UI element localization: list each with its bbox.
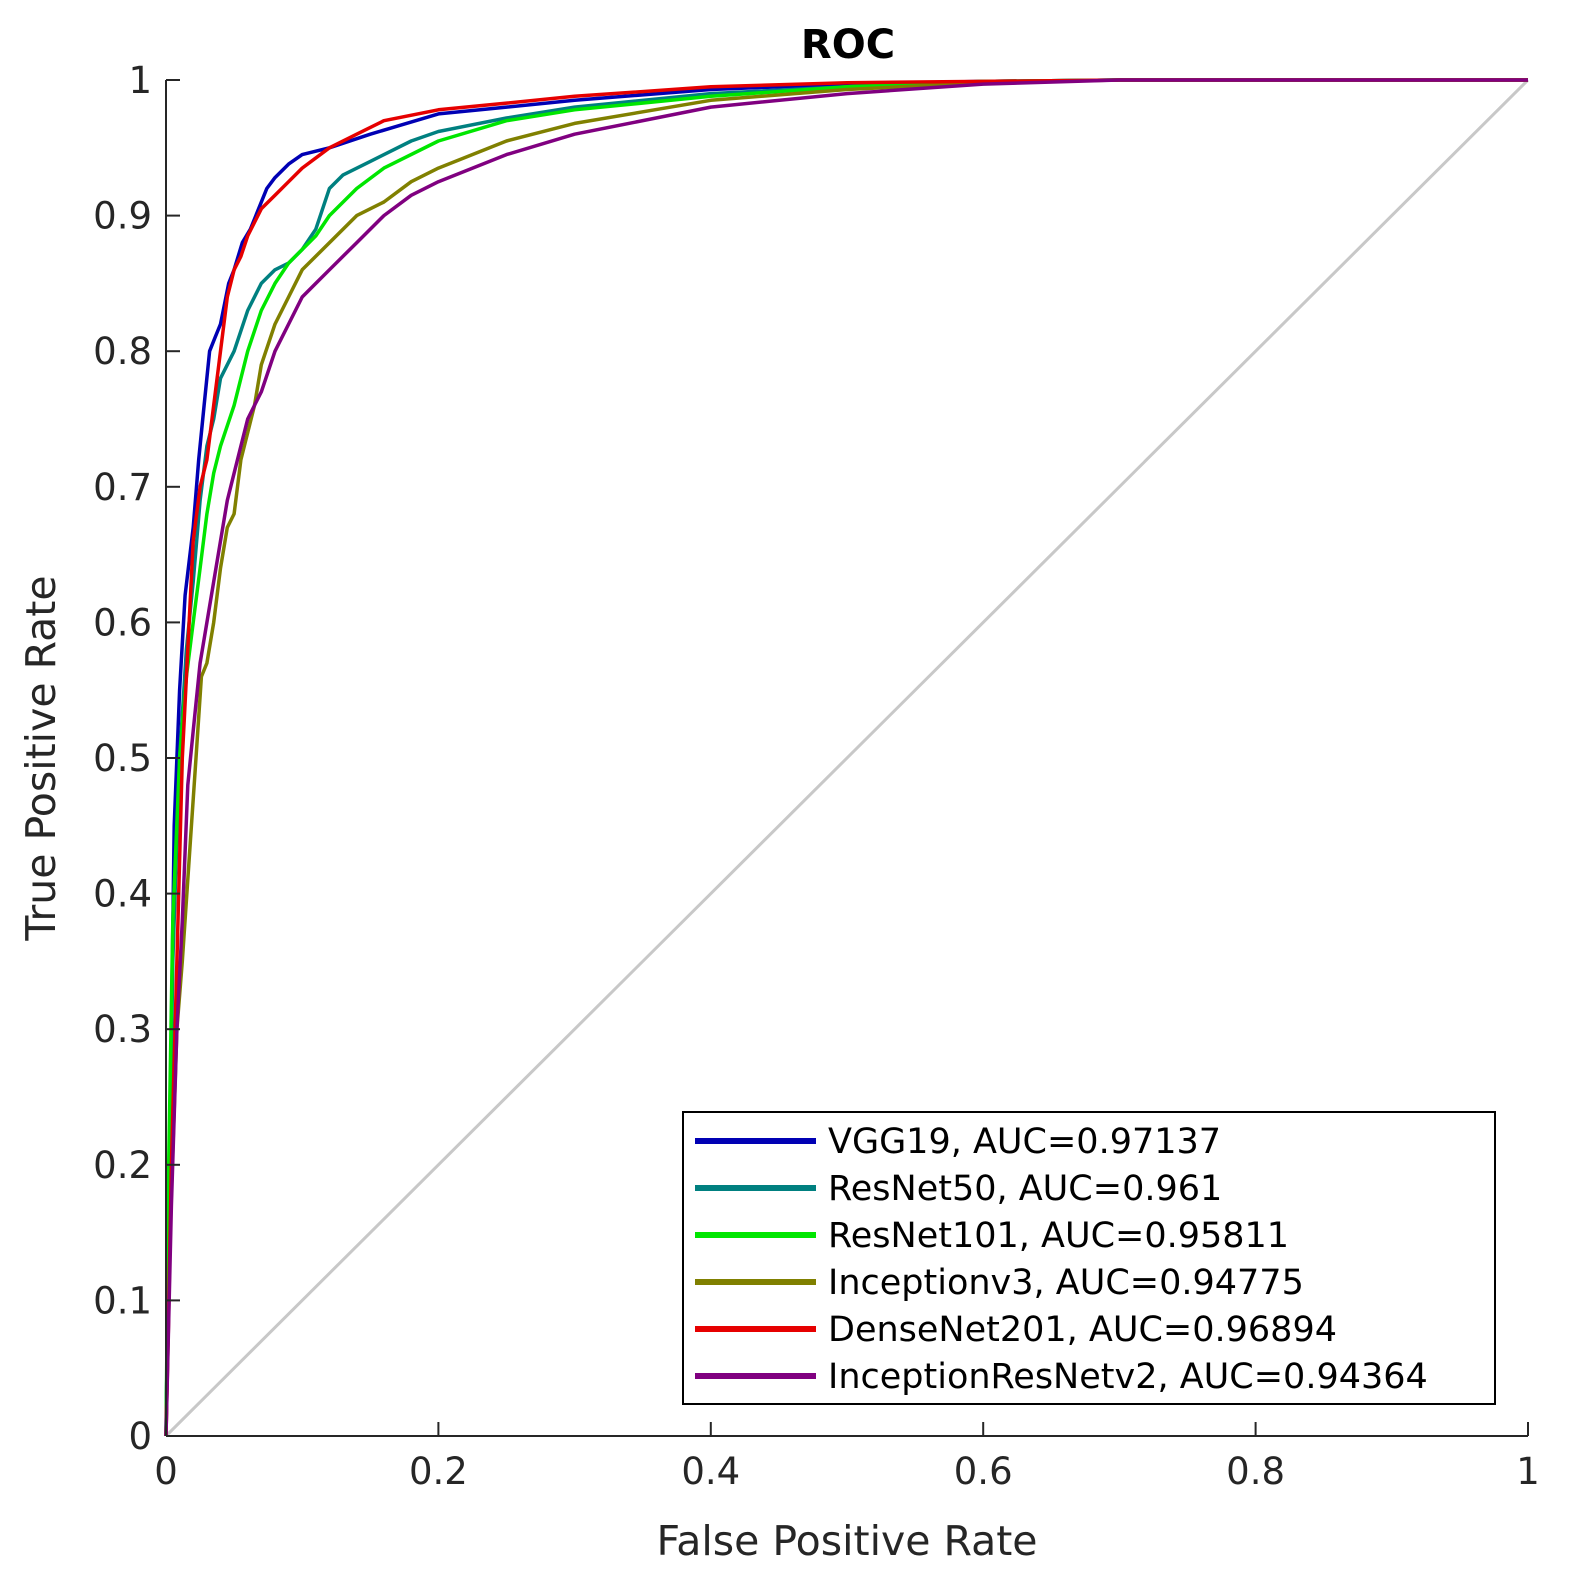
x-tick-label: 0.6 xyxy=(954,1450,1013,1493)
legend-items: VGG19, AUC=0.97137 ResNet50, AUC=0.961 Res… xyxy=(695,1122,1428,1397)
x-axis-label: False Positive Rate xyxy=(656,1517,1037,1565)
y-tick-label: 0.6 xyxy=(93,601,152,644)
y-tick-label: 0.3 xyxy=(93,1008,152,1051)
x-tick-label: 1 xyxy=(1516,1450,1540,1493)
y-tick-label: 0.9 xyxy=(93,195,152,238)
legend-label-5: InceptionResNetv2, AUC=0.94364 xyxy=(828,1357,1428,1397)
series-line-2 xyxy=(164,78,1528,1437)
legend-label-0: VGG19, AUC=0.97137 xyxy=(828,1122,1221,1162)
series-line-3 xyxy=(164,78,1528,1437)
y-tick-label: 1 xyxy=(128,59,152,102)
y-tick-label: 0.5 xyxy=(93,737,152,780)
series-group xyxy=(164,78,1528,1437)
x-tick-label: 0 xyxy=(154,1450,178,1493)
legend-label-3: Inceptionv3, AUC=0.94775 xyxy=(828,1263,1304,1303)
legend-label-1: ResNet50, AUC=0.961 xyxy=(828,1169,1222,1209)
x-ticks: 0 0.2 0.4 0.6 0.8 1 xyxy=(154,1422,1540,1493)
chart-title: ROC xyxy=(801,22,895,68)
y-tick-label: 0.2 xyxy=(93,1144,152,1187)
y-tick-label: 0.4 xyxy=(93,873,152,916)
legend-label-2: ResNet101, AUC=0.95811 xyxy=(828,1216,1289,1256)
y-ticks: 0 0.1 0.2 0.3 0.4 0.5 0.6 0.7 0.8 0.9 1 xyxy=(93,59,180,1458)
y-tick-label: 0.8 xyxy=(93,330,152,373)
x-tick-label: 0.2 xyxy=(409,1450,468,1493)
legend-label-4: DenseNet201, AUC=0.96894 xyxy=(828,1310,1337,1350)
y-axis-label: True Positive Rate xyxy=(17,575,65,941)
legend-box xyxy=(682,1111,1496,1405)
x-tick-label: 0.8 xyxy=(1226,1450,1285,1493)
legend: VGG19, AUC=0.97137 ResNet50, AUC=0.961 Res… xyxy=(682,1111,1496,1405)
chance-line xyxy=(164,78,1530,1438)
series-line-4 xyxy=(164,78,1528,1437)
x-tick-label: 0.4 xyxy=(681,1450,740,1493)
y-tick-label: 0.7 xyxy=(93,466,152,509)
series-line-5 xyxy=(164,78,1528,1437)
chance-line-group xyxy=(164,78,1530,1438)
y-tick-label: 0.1 xyxy=(93,1279,152,1322)
y-tick-label: 0 xyxy=(128,1415,152,1458)
